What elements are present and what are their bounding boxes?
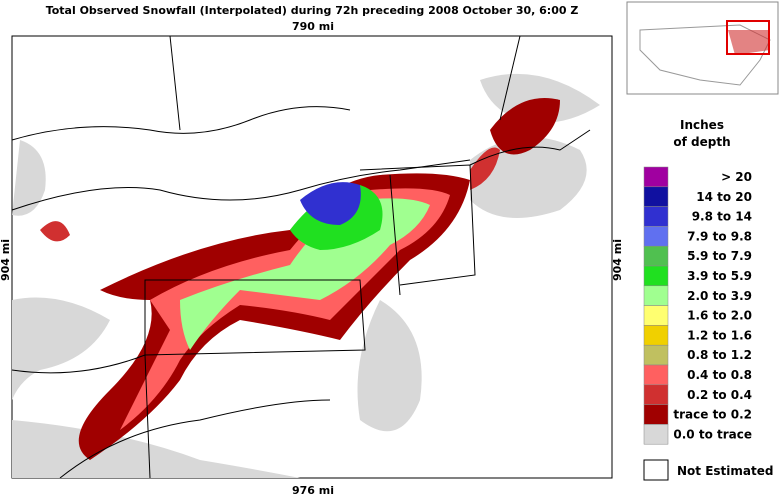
legend-label: trace to 0.2 — [673, 408, 752, 422]
legend-swatch — [643, 364, 669, 386]
legend-swatch — [643, 344, 669, 366]
legend-swatch — [643, 404, 669, 425]
not-estimated-label: Not Estimated — [677, 464, 773, 478]
legend-swatch — [643, 265, 669, 287]
map — [11, 35, 613, 479]
legend-label: > 20 — [721, 170, 752, 184]
scale-top: 790 mi — [292, 20, 334, 33]
legend-swatch — [643, 226, 669, 247]
legend-swatch — [643, 206, 669, 227]
scale-right: 904 mi — [611, 239, 624, 281]
legend-swatch — [643, 325, 669, 346]
legend-label: 1.6 to 2.0 — [687, 309, 752, 323]
legend-label: 1.2 to 1.6 — [687, 328, 752, 342]
legend-label: 3.9 to 5.9 — [687, 269, 752, 283]
legend-swatch — [643, 305, 669, 326]
legend-label: 0.0 to trace — [673, 427, 752, 441]
scale-bottom: 976 mi — [292, 484, 334, 497]
scale-left: 904 mi — [0, 239, 12, 281]
legend-swatch — [643, 384, 669, 405]
legend-label: 0.8 to 1.2 — [687, 348, 752, 362]
legend-swatch — [643, 424, 669, 445]
legend-swatch — [643, 166, 669, 188]
legend-swatch — [643, 186, 669, 207]
legend-label: 7.9 to 9.8 — [687, 229, 752, 243]
legend-label: 2.0 to 3.9 — [687, 289, 752, 303]
legend-label: 0.2 to 0.4 — [687, 388, 752, 402]
legend-title: of depth — [673, 135, 730, 149]
title: Total Observed Snowfall (Interpolated) d… — [46, 4, 579, 17]
legend-title: Inches — [680, 118, 724, 132]
legend-label: 5.9 to 7.9 — [687, 249, 752, 263]
legend-swatch — [643, 245, 669, 267]
legend-label: 0.4 to 0.8 — [687, 368, 752, 382]
legend-label: 9.8 to 14 — [692, 210, 752, 224]
legend: > 20 14 to 20 9.8 to 14 7.9 to 9.8 5.9 to 7.… — [643, 166, 752, 445]
legend-label: 14 to 20 — [696, 190, 752, 204]
legend-swatch — [643, 285, 669, 306]
inset-map — [626, 1, 779, 95]
not-estimated-swatch — [643, 459, 669, 481]
